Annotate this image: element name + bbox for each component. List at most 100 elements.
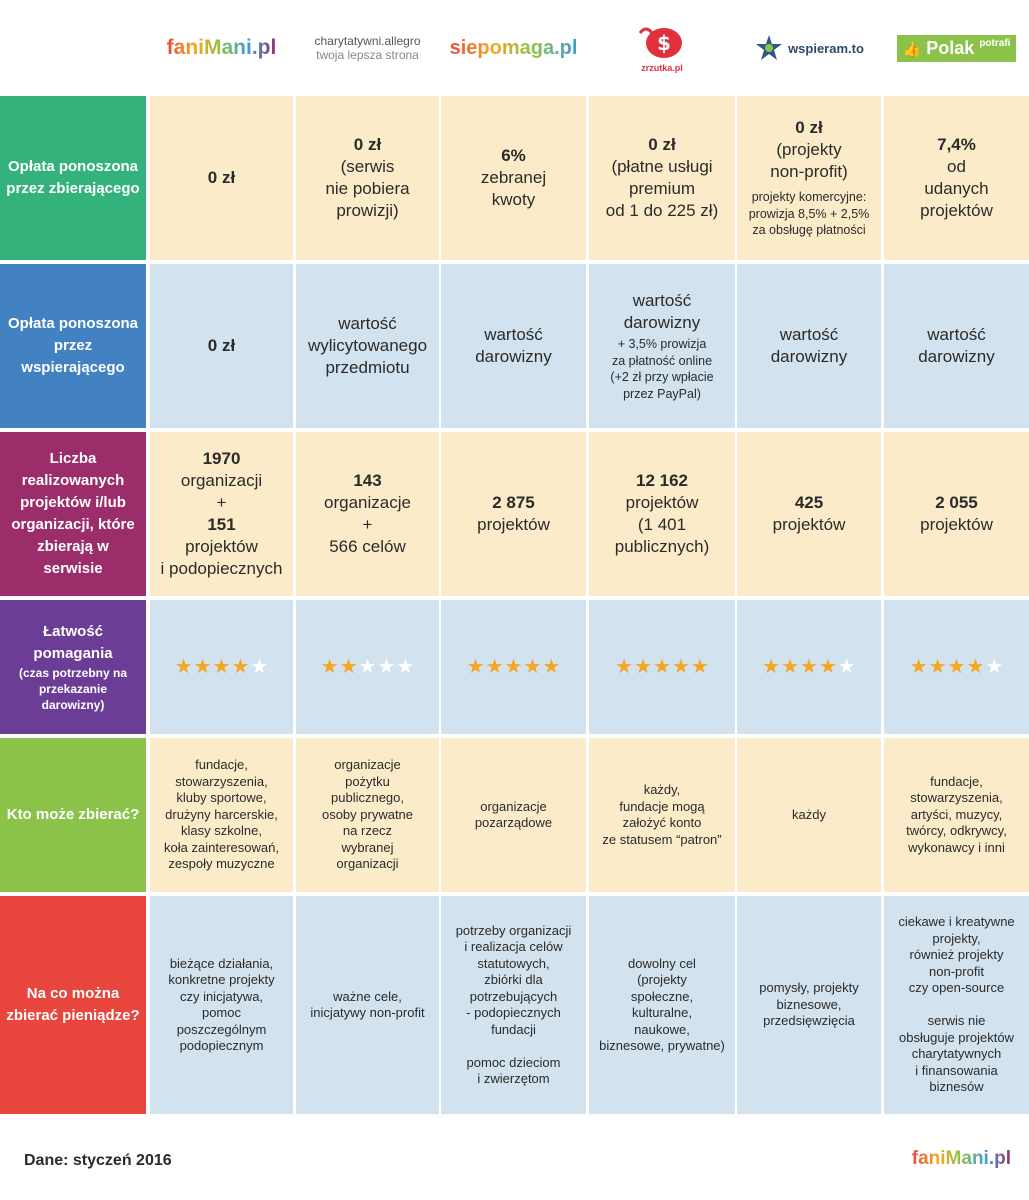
cell-text: wartość darowizny [623, 291, 701, 332]
star-filled-icon: ★ [909, 656, 928, 678]
star-filled-icon: ★ [818, 656, 837, 678]
logo-wspieram: wspieram.to [737, 0, 881, 96]
cell-value: 0 zł [207, 336, 236, 355]
cell-text: wartość darowizny [918, 325, 995, 366]
cell-line: + [216, 493, 227, 512]
star-filled-icon: ★ [231, 656, 250, 678]
row-header-title: Łatwość pomagania [33, 623, 113, 662]
table-cell: 425 projektów [737, 432, 881, 596]
cell-text: ciekawe i kreatywne projekty, również pr… [898, 914, 1015, 1095]
cell-line: projektów [772, 515, 846, 534]
star-empty-icon: ★ [358, 656, 377, 678]
cell-text: pomysły, projekty biznesowe, przedsięwzi… [759, 980, 859, 1029]
table-cell: każdy [737, 738, 881, 892]
logo-siepomaga-text: siepomaga.pl [449, 36, 578, 59]
cell-line: projektów [920, 515, 993, 534]
logo-zrzutka-text: zrzutka.pl [641, 63, 683, 73]
cell-text: potrzeby organizacji i realizacja celów … [455, 922, 572, 1087]
cell-line: organizacji [180, 471, 263, 490]
logo-allegro-line2: twoja lepsza strona [316, 48, 419, 62]
cell-line: 425 [794, 493, 824, 512]
cell-text: organizacje pożytku publicznego, osoby p… [321, 757, 414, 872]
star-filled-icon: ★ [762, 656, 781, 678]
star-rating: ★ ★ ★ ★ ★ [762, 656, 856, 678]
logo-allegro-line1: charytatywni.allegro [314, 34, 421, 48]
row-what-for: Na co można zbierać pieniądze? bieżące d… [0, 896, 1029, 1114]
logo-fanimani: faniMani.pl [150, 0, 293, 96]
cell-note: + 3,5% prowizja za płatność online (+2 z… [610, 337, 714, 401]
table-cell: 2 055 projektów [884, 432, 1029, 596]
cell-line: publicznych) [614, 537, 710, 556]
cell-text: organizacje pozarządowe [474, 798, 553, 831]
star-filled-icon: ★ [800, 656, 818, 678]
table-cell: ★ ★ ★ ★ ★ [150, 600, 293, 734]
cell-line: organizacje [324, 493, 411, 512]
table-cell: wartość darowizny + 3,5% prowizja za pła… [589, 264, 735, 428]
star-empty-icon: ★ [396, 656, 415, 678]
star-filled-icon: ★ [966, 656, 985, 678]
star-filled-icon: ★ [615, 656, 634, 678]
star-rating: ★ ★ ★ ★ ★ [467, 656, 561, 678]
star-filled-icon: ★ [523, 656, 542, 678]
data-date-label: Dane: styczeń 2016 [24, 1152, 172, 1169]
table-cell: potrzeby organizacji i realizacja celów … [441, 896, 586, 1114]
star-empty-icon: ★ [377, 656, 396, 678]
row-header: Liczba realizowanych projektów i/lub org… [0, 432, 146, 596]
table-cell: wartość darowizny [737, 264, 881, 428]
cell-line: 12 162 [636, 471, 688, 490]
cell-line: 151 [207, 515, 236, 534]
cell-line: (1 401 [637, 515, 687, 534]
row-header: Na co można zbierać pieniądze? [0, 896, 146, 1114]
row-header: Łatwość pomagania (czas potrzebny na prz… [0, 600, 146, 734]
table-cell: 0 zł (serwis nie pobiera prowizji) [296, 96, 439, 260]
table-cell: 12 162 projektów (1 401 publicznych) [589, 432, 735, 596]
star-filled-icon: ★ [339, 656, 358, 678]
logo-polakpotrafi: 👍 Polak potrafi [884, 0, 1029, 96]
cell-line: + [362, 515, 373, 534]
table-cell: 2 875 projektów [441, 432, 586, 596]
table-cell: organizacje pożytku publicznego, osoby p… [296, 738, 439, 892]
table-cell: bieżące działania, konkretne projekty cz… [150, 896, 293, 1114]
table-cell: 7,4% od udanych projektów [884, 96, 1029, 260]
table-cell: wartość wylicytowanego przedmiotu [296, 264, 439, 428]
cell-value: 0 zł [648, 135, 676, 154]
table-cell: fundacje, stowarzyszenia, kluby sportowe… [150, 738, 293, 892]
star-filled-icon: ★ [781, 656, 800, 678]
table-cell: ciekawe i kreatywne projekty, również pr… [884, 896, 1029, 1114]
star-filled-icon: ★ [653, 656, 671, 678]
table-cell: 1970 organizacji +151 projektów i podopieczn… [150, 432, 293, 596]
logo-polak-sup: potrafi [979, 37, 1011, 49]
star-rating: ★ ★ ★ ★ ★ [321, 656, 415, 678]
star-filled-icon: ★ [212, 656, 231, 678]
table-cell: organizacje pozarządowe [441, 738, 586, 892]
star-filled-icon: ★ [634, 656, 653, 678]
logo-siepomaga: siepomaga.pl [441, 0, 586, 96]
star-filled-icon: ★ [193, 656, 212, 678]
cell-text: dowolny cel (projekty społeczne, kultura… [599, 955, 725, 1054]
footer-logo: faniMani.pl [911, 1148, 1011, 1169]
row-header-note: (czas potrzebny na przekazanie darowizny… [18, 666, 128, 712]
cell-text: fundacje, stowarzyszenia, artyści, muzyc… [906, 773, 1007, 855]
table-cell: 0 zł (płatne usługi premium od 1 do 225 … [589, 96, 735, 260]
cell-line: 566 celów [329, 537, 406, 556]
star-rating: ★ ★ ★ ★ ★ [615, 656, 709, 678]
star-filled-icon: ★ [542, 656, 561, 678]
star-filled-icon: ★ [466, 656, 485, 678]
table-cell: 0 zł [150, 96, 293, 260]
logo-zrzutka: $ zrzutka.pl [589, 0, 735, 96]
cell-text: każdy [792, 806, 826, 822]
cell-text: bieżące działania, konkretne projekty cz… [168, 955, 275, 1054]
cell-value: 7,4% [937, 135, 976, 154]
logo-wspieram-text: wspieram.to [788, 40, 864, 56]
cell-text: zebranej kwoty [480, 168, 547, 209]
table-cell: fundacje, stowarzyszenia, artyści, muzyc… [884, 738, 1029, 892]
cell-line: 1970 [202, 449, 241, 468]
cell-text: wartość wylicytowanego przedmiotu [307, 314, 428, 377]
row-fee-supporter: Opłata ponoszona przez wspierającego 0 z… [0, 264, 1029, 428]
logo-polak-main: Polak [926, 37, 975, 58]
cell-value: 0 zł [795, 118, 823, 138]
table-cell: 0 zł [150, 264, 293, 428]
star-filled-icon: ★ [504, 656, 523, 678]
star-empty-icon: ★ [250, 656, 269, 678]
table-cell: ważne cele, inicjatywy non-profit [296, 896, 439, 1114]
